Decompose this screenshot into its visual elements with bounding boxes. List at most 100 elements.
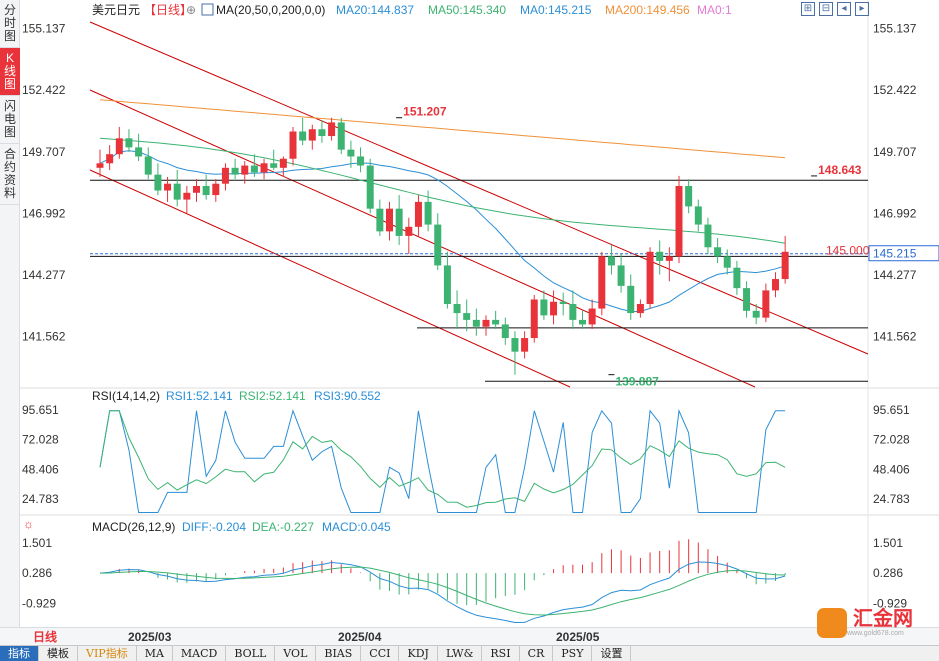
candle-body [772, 279, 779, 291]
menu-macd[interactable]: MACD [173, 646, 227, 661]
candle-body [646, 251, 654, 305]
candle-body [289, 131, 297, 159]
x-tick-label: 2025/03 [128, 630, 172, 644]
candle-body [559, 301, 567, 305]
candle-body [337, 122, 345, 150]
y-tick-label-right: 144.277 [873, 268, 917, 282]
candle-body [193, 185, 200, 193]
menu-cci[interactable]: CCI [361, 646, 400, 661]
menu-kdj[interactable]: KDJ [399, 646, 438, 661]
rsi-tick-right: 72.028 [873, 433, 910, 447]
y-tick-label-left: 155.137 [22, 22, 66, 36]
candle-body [443, 265, 451, 305]
y-tick-label-right: 149.707 [873, 145, 917, 159]
candle-body [743, 288, 751, 311]
rsi-tick-right: 24.783 [873, 492, 910, 506]
x-tick-label: 2025/04 [338, 630, 382, 644]
candle-body [501, 324, 509, 339]
tab-time-sharing[interactable]: 分时图 [0, 0, 20, 48]
left-tab-bar: 分时图 K线图 闪电图 合约资料 [0, 0, 20, 627]
candle-body [704, 224, 712, 248]
alert-price-label: 145.000 [826, 244, 870, 258]
chart-area[interactable]: 美元日元 【日线】 ⊕ MA(20,50,0,200,0,0) MA20:144… [20, 0, 939, 627]
candle-body [665, 256, 673, 261]
settings-icon[interactable]: ⊕ [186, 3, 196, 17]
macd-value: MACD:0.045 [322, 520, 391, 534]
rsi-slow-line [99, 410, 786, 508]
menu-psy[interactable]: PSY [553, 646, 593, 661]
rsi-value-3: RSI3:90.552 [314, 389, 381, 403]
candle-body [656, 251, 664, 261]
rsi-tick-left: 48.406 [22, 462, 59, 476]
menu-lw[interactable]: LW& [438, 646, 483, 661]
menu-vip-indicators[interactable]: VIP指标 [78, 646, 137, 661]
y-tick-label-left: 141.562 [22, 330, 66, 344]
kline-chart[interactable]: 美元日元 【日线】 ⊕ MA(20,50,0,200,0,0) MA20:144… [20, 0, 939, 627]
candle-body [511, 338, 519, 352]
ma20-line [99, 150, 786, 312]
candle-body [482, 319, 490, 327]
y-tick-label-left: 146.992 [22, 206, 66, 220]
period-button[interactable]: 日线 [32, 630, 57, 644]
current-price-tag [868, 245, 939, 262]
menu-rsi[interactable]: RSI [482, 646, 520, 661]
zoom-out-icon[interactable]: ⊟ [819, 2, 833, 16]
rsi-tick-right: 48.406 [873, 462, 910, 476]
candle-body [173, 183, 181, 200]
y-tick-label-right: 152.422 [873, 83, 917, 97]
y-tick-label-left: 152.422 [22, 83, 66, 97]
candle-body [569, 304, 577, 320]
macd-dea-line [99, 566, 786, 616]
y-tick-label-right: 141.562 [873, 330, 917, 344]
chart-toolbar: ⊞ ⊟ ◂ ▸ [801, 2, 869, 16]
candle-body [723, 256, 731, 268]
candle-body [270, 163, 278, 168]
right-arrow-icon[interactable]: ▸ [855, 2, 869, 16]
menu-cr[interactable]: CR [520, 646, 554, 661]
logo-icon [817, 608, 847, 638]
current-price-label: 145.215 [873, 247, 917, 261]
candle-body [685, 185, 693, 207]
rsi-fast-line [99, 408, 786, 513]
symbol-title: 美元日元 [92, 3, 140, 17]
candle-body [212, 183, 220, 196]
candle-body [714, 247, 722, 257]
candle-body [279, 158, 287, 168]
menu-indicators[interactable]: 指标 [0, 646, 39, 661]
macd-settings-icon[interactable]: ☼ [23, 517, 34, 531]
candle-body [588, 308, 596, 325]
channel-line [89, 169, 571, 388]
menu-templates[interactable]: 模板 [39, 646, 78, 661]
candle-body [250, 165, 258, 173]
ma50-line [99, 137, 786, 244]
candle-body [424, 201, 432, 225]
ma-settings-icon[interactable] [201, 3, 214, 16]
menu-settings[interactable]: 设置 [592, 646, 632, 661]
channel-line [89, 21, 869, 355]
menu-vol[interactable]: VOL [275, 646, 317, 661]
candle-body [366, 165, 374, 209]
candle-body [144, 156, 152, 175]
candle-body [395, 208, 403, 236]
candle-body [694, 206, 702, 225]
zoom-in-icon[interactable]: ⊞ [801, 2, 815, 16]
left-arrow-icon[interactable]: ◂ [837, 2, 851, 16]
menu-bias[interactable]: BIAS [316, 646, 362, 661]
tab-flash-chart[interactable]: 闪电图 [0, 96, 20, 144]
candle-body [106, 154, 114, 164]
rsi-value-2: RSI2:52.141 [239, 389, 306, 403]
candle-body [540, 299, 548, 316]
tab-contract-info[interactable]: 合约资料 [0, 144, 20, 205]
candle-body [607, 256, 615, 266]
candle-body [260, 163, 268, 173]
candle-body [347, 149, 355, 157]
logo-url: www.gold678.com [847, 630, 904, 637]
menu-boll[interactable]: BOLL [226, 646, 276, 661]
candle-body [463, 313, 471, 320]
menu-ma[interactable]: MA [137, 646, 173, 661]
channel-line [89, 89, 756, 388]
rsi-tick-left: 72.028 [22, 433, 59, 447]
candle-body [627, 285, 635, 314]
tab-kline[interactable]: K线图 [0, 48, 20, 96]
candle-body [164, 183, 172, 191]
